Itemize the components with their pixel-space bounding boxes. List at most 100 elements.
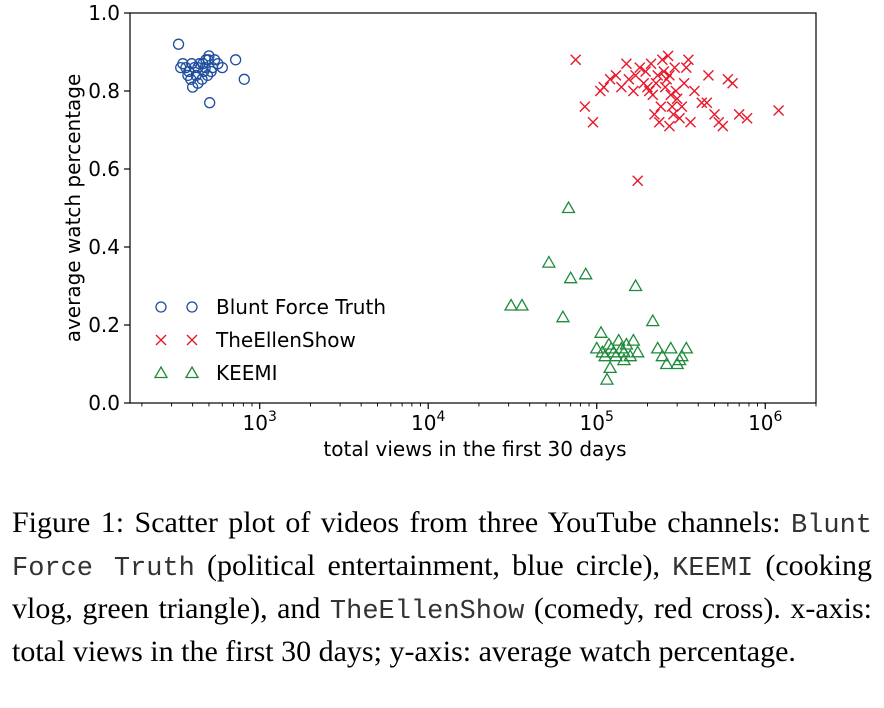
- triangle-point: [616, 352, 632, 366]
- triangle-point: [611, 333, 626, 346]
- y-tick-label: 0.8: [88, 79, 120, 103]
- triangle-point: [628, 278, 643, 292]
- x-tick-label: 103: [243, 409, 277, 435]
- triangle-point: [659, 356, 674, 370]
- cross-point: [641, 81, 653, 93]
- figure-caption: Figure 1: Scatter plot of videos from th…: [12, 503, 872, 672]
- cross-point: [680, 62, 692, 74]
- legend-triangle-marker: [153, 365, 169, 379]
- legend-cross-marker: [155, 334, 167, 346]
- triangle-point: [503, 298, 519, 311]
- cross-point: [727, 77, 739, 89]
- triangle-point: [650, 341, 665, 354]
- caption-channel-keemi: KEEMI: [672, 554, 754, 584]
- cross-point: [733, 108, 745, 120]
- caption-text-2: (political entertainment, blue circle),: [194, 549, 673, 582]
- cross-point: [610, 69, 622, 81]
- triangle-point: [630, 344, 645, 358]
- y-tick-label: 1.0: [88, 1, 120, 25]
- cross-point: [709, 108, 721, 120]
- x-axis: 103 104 105 106: [141, 403, 817, 435]
- y-tick-label: 0.6: [88, 157, 120, 181]
- cross-point: [598, 81, 610, 93]
- cross-point: [627, 85, 639, 97]
- cross-point: [669, 62, 681, 74]
- cross-point: [587, 116, 599, 128]
- triangle-point: [616, 344, 632, 358]
- y-tick-label: 0.4: [88, 235, 120, 259]
- cross-point: [640, 66, 652, 77]
- legend-circle-marker: [155, 301, 167, 313]
- cross-point: [620, 58, 632, 70]
- caption-text-3: (cooking vlog, green triangle), and: [12, 549, 872, 625]
- cross-point: [682, 54, 694, 66]
- circle-point: [238, 73, 250, 85]
- cross-point: [741, 112, 753, 124]
- triangle-point: [541, 255, 557, 268]
- caption-text-4: (comedy, red cross). x-axis: total views…: [12, 592, 872, 668]
- plot-area: [129, 12, 817, 404]
- caption-text-1: Figure 1: Scatter plot of videos from th…: [12, 506, 791, 539]
- triangle-point: [672, 352, 687, 366]
- triangle-point: [626, 333, 641, 346]
- legend-label: Blunt Force Truth: [216, 295, 386, 319]
- triangle-point: [623, 348, 638, 362]
- triangle-point: [679, 341, 694, 354]
- cross-point: [676, 101, 688, 113]
- circle-point: [192, 77, 204, 89]
- cross-point: [634, 62, 646, 74]
- cross-point: [671, 93, 683, 105]
- cross-point: [579, 101, 591, 113]
- cross-point: [652, 69, 664, 81]
- cross-point: [632, 175, 644, 187]
- cross-point: [674, 112, 686, 124]
- triangle-point: [593, 325, 609, 338]
- caption-channel-theellenshow: TheEllenShow: [329, 597, 525, 627]
- cross-point: [701, 97, 713, 109]
- cross-point: [570, 54, 582, 66]
- triangle-point: [602, 360, 618, 374]
- legend-label: KEEMI: [216, 361, 278, 385]
- triangle-point: [599, 372, 615, 385]
- cross-point: [773, 105, 785, 116]
- cross-point: [678, 77, 690, 89]
- triangle-point: [663, 341, 678, 354]
- triangle-point: [555, 309, 571, 323]
- circle-point: [203, 50, 215, 62]
- cross-point: [665, 89, 677, 101]
- scatter-chart: 0.0 0.2 0.4 0.6 0.8 1.0 103 104 105 106 total vi…: [61, 1, 817, 461]
- triangle-point: [514, 298, 530, 311]
- circle-point: [177, 58, 189, 70]
- circle-point: [202, 54, 214, 66]
- cross-point: [663, 69, 675, 81]
- circle-point: [208, 54, 221, 66]
- cross-point: [655, 101, 667, 113]
- cross-point: [653, 116, 665, 128]
- legend-cross-marker: [186, 334, 198, 346]
- triangle-point: [561, 200, 576, 214]
- caption-channel-blunt-force-truth: Blunt Force Truth: [12, 511, 872, 584]
- cross-point: [717, 120, 729, 132]
- cross-point: [663, 120, 675, 132]
- triangle-point: [578, 266, 593, 280]
- cross-point: [604, 73, 616, 85]
- cross-point: [648, 108, 660, 120]
- cross-point: [647, 89, 659, 101]
- y-axis: 0.0 0.2 0.4 0.6 0.8 1.0: [88, 1, 130, 415]
- legend: Blunt Force Truth TheEllenShow KEEMI: [153, 295, 386, 385]
- triangle-point: [563, 270, 578, 284]
- triangle-point: [589, 341, 604, 354]
- circle-point: [204, 97, 216, 109]
- cross-point: [656, 54, 668, 66]
- triangle-point: [645, 313, 660, 327]
- circle-point: [172, 38, 185, 50]
- cross-point: [645, 58, 657, 70]
- triangle-point: [619, 337, 634, 350]
- circle-point: [216, 61, 228, 74]
- x-tick-label: 106: [748, 409, 782, 435]
- y-tick-label: 0.0: [88, 391, 120, 415]
- legend-label: TheEllenShow: [215, 328, 356, 352]
- y-axis-label: average watch percentage: [61, 74, 85, 343]
- x-tick-label: 105: [580, 409, 614, 435]
- cross-point: [662, 50, 674, 62]
